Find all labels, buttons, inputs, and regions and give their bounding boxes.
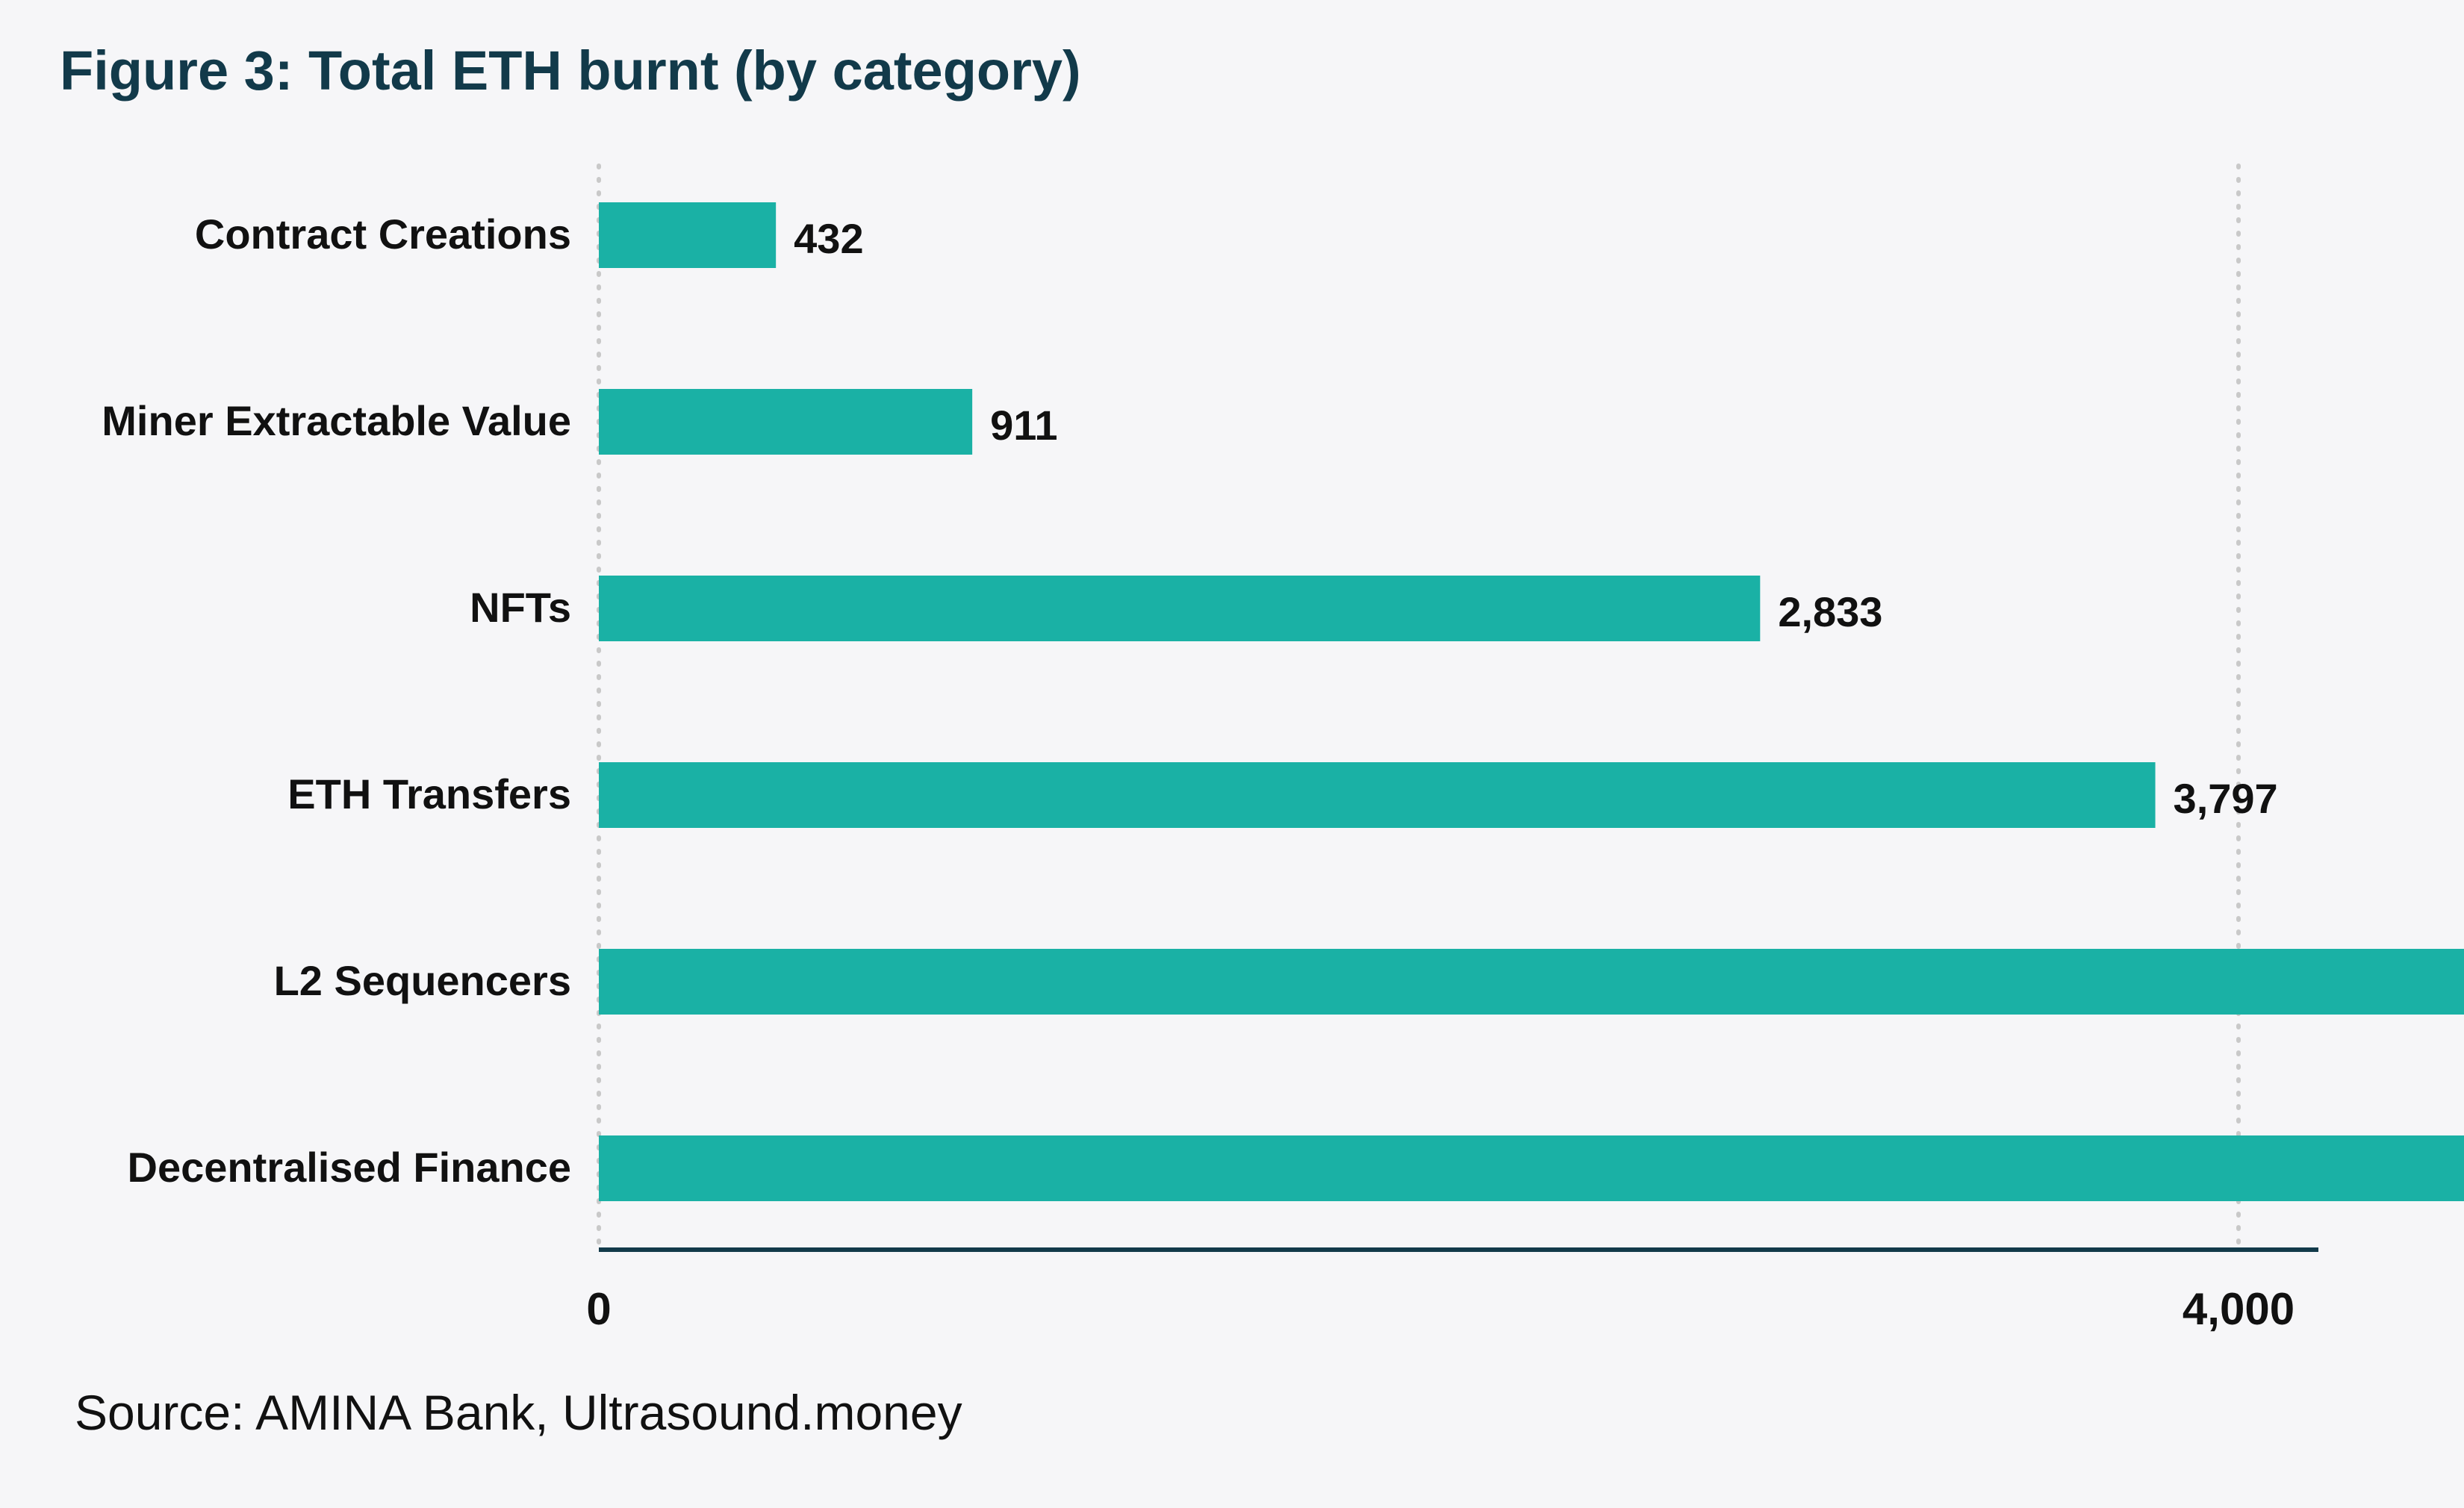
x-tick-label: 4,000 (2183, 1284, 2295, 1334)
bar (599, 949, 2464, 1015)
chart-title: Figure 3: Total ETH burnt (by category) (60, 40, 1081, 102)
bar (599, 202, 777, 268)
x-tick-label: 0 (586, 1284, 611, 1334)
category-label: Miner Extractable Value (102, 397, 571, 444)
category-label: NFTs (470, 584, 571, 631)
bar (599, 1135, 2464, 1201)
value-label: 2,833 (1778, 588, 1882, 635)
bar (599, 762, 2156, 828)
value-label: 911 (990, 402, 1057, 449)
category-label: Contract Creations (195, 211, 571, 258)
source-note: Source: AMINA Bank, Ultrasound.money (75, 1385, 962, 1440)
category-label: L2 Sequencers (274, 957, 571, 1004)
bars: Contract Creations 432 Miner Extractable V… (102, 202, 2464, 1201)
value-label: 432 (794, 215, 863, 262)
value-label: 3,797 (2174, 775, 2278, 822)
category-label: Decentralised Finance (128, 1144, 571, 1191)
bar (599, 576, 1761, 641)
x-axis: 04,0008,00012,00016,000 (586, 1247, 2318, 1334)
grid-lines (597, 163, 2241, 1252)
bar (599, 389, 973, 455)
category-label: ETH Transfers (287, 770, 571, 817)
